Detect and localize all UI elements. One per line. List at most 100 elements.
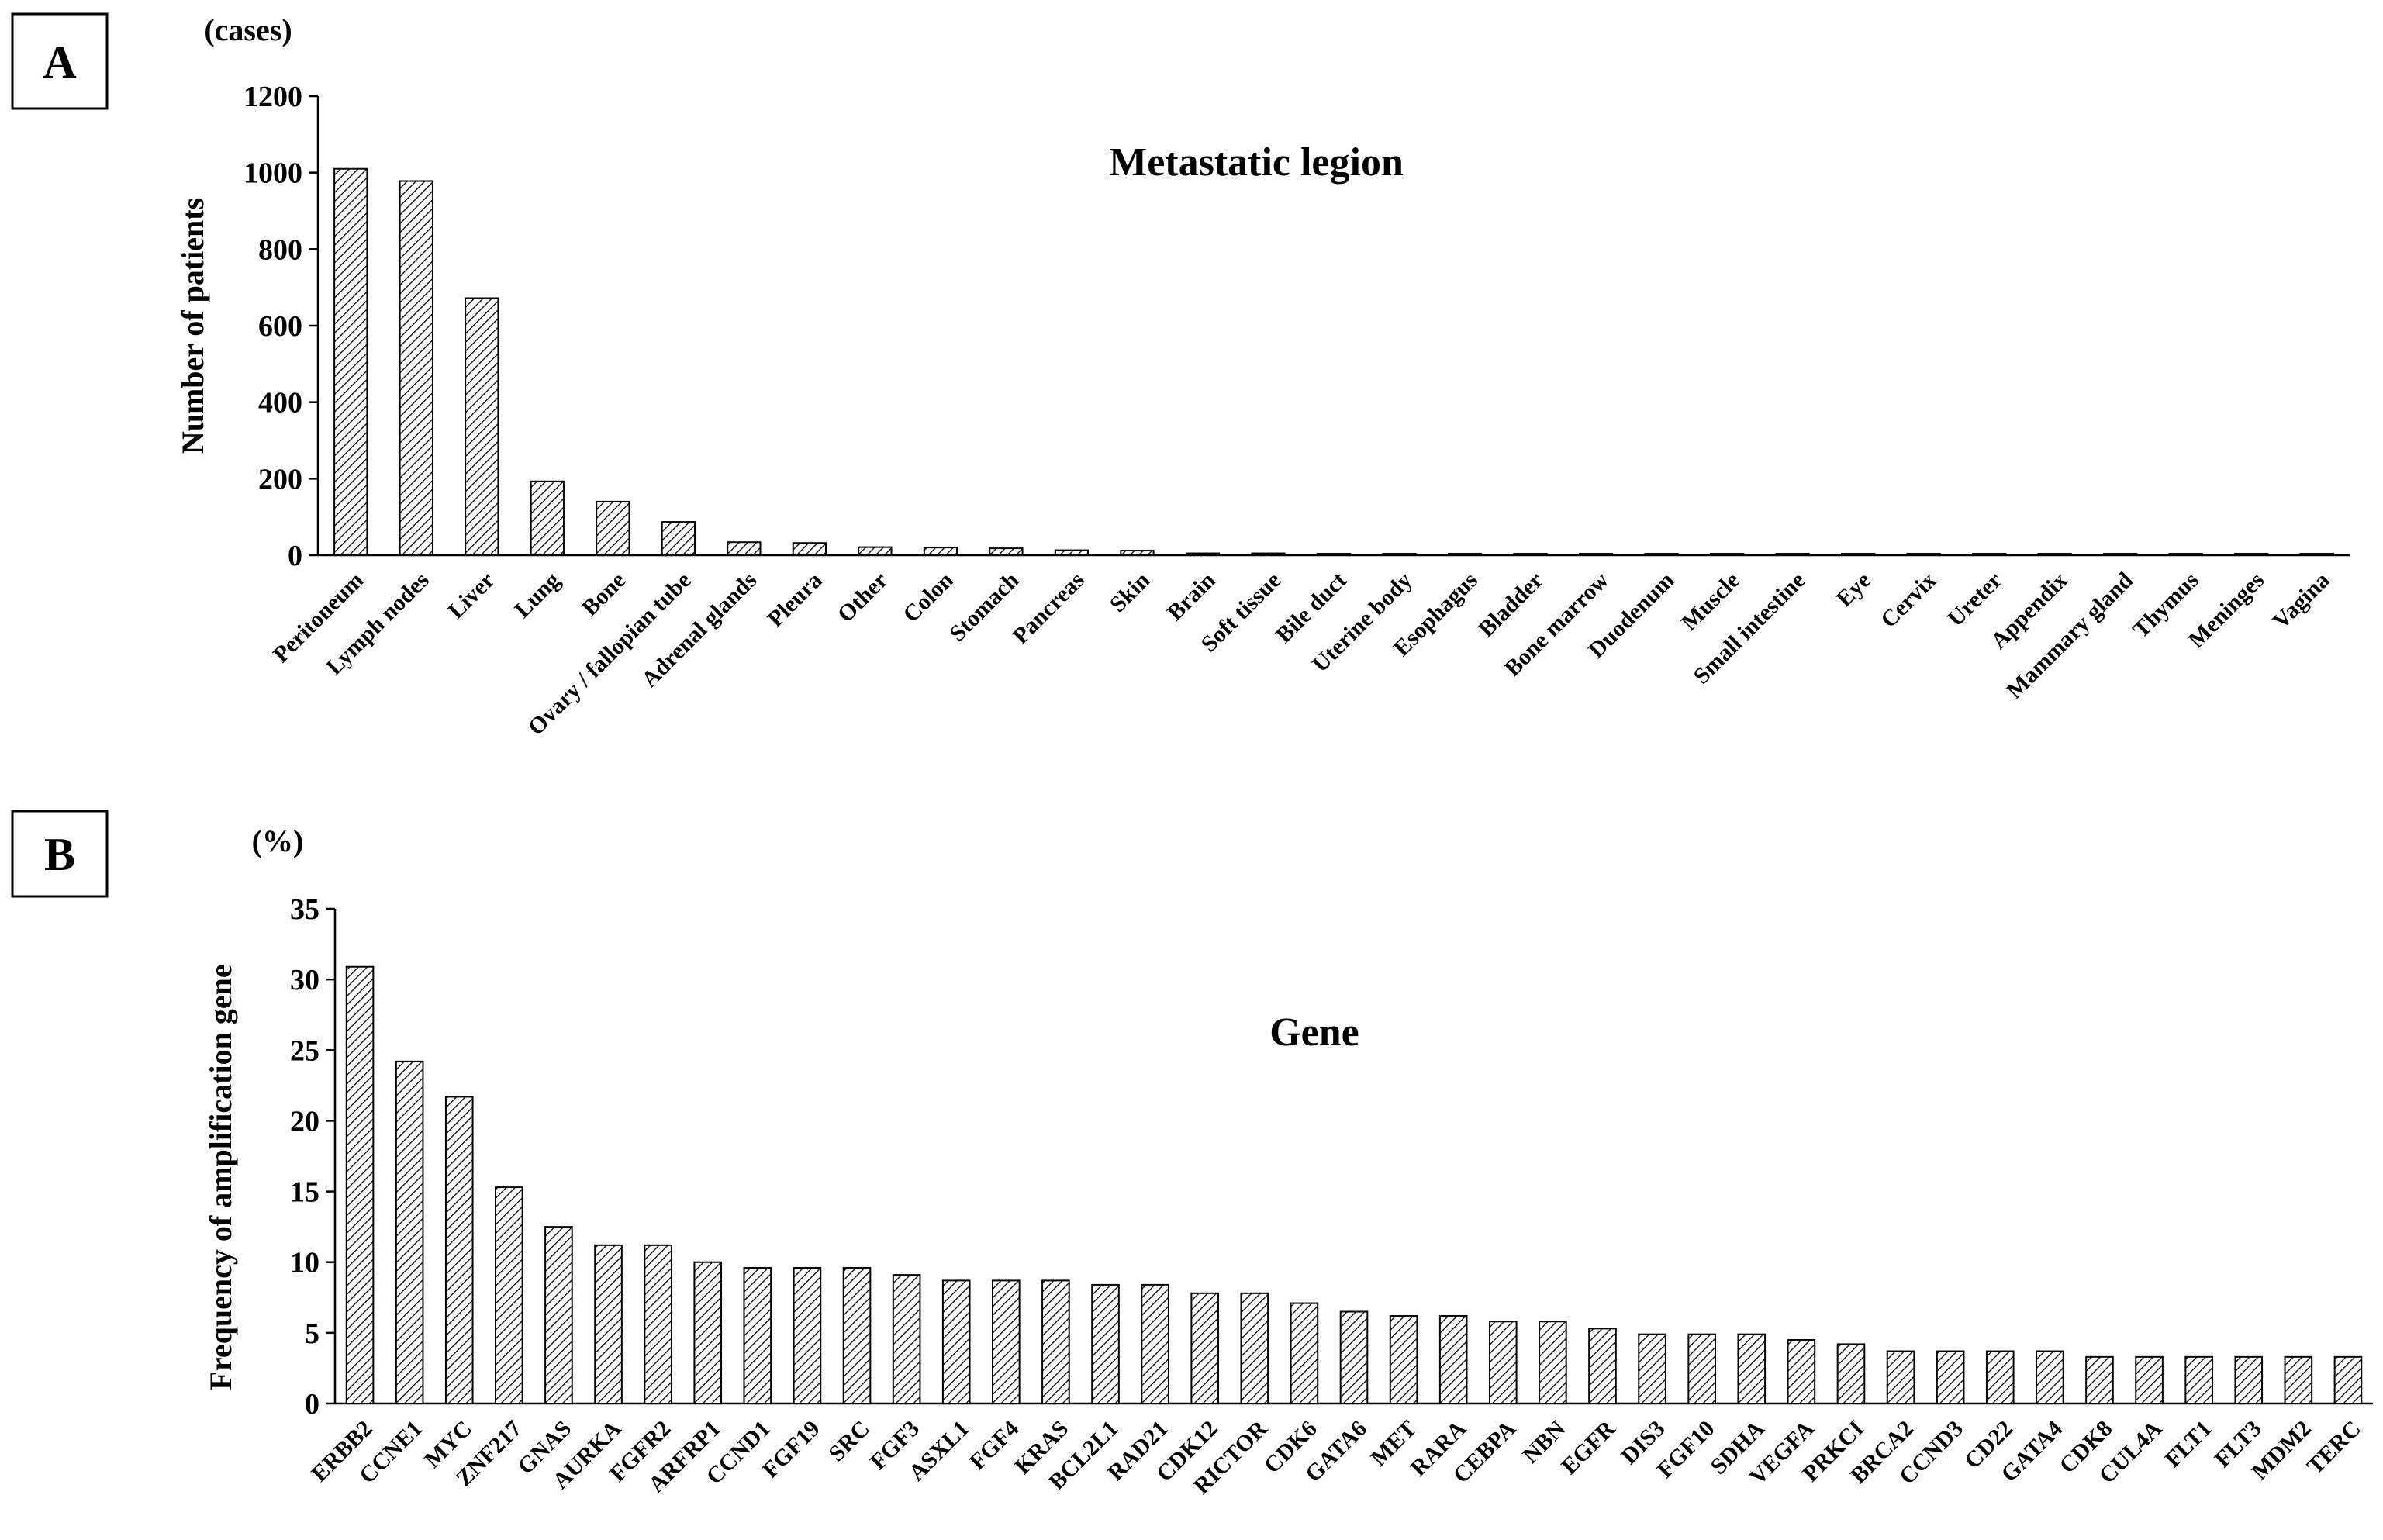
chart-b-bar xyxy=(1787,1338,1816,1405)
chart-b-y-tick-label: 30 xyxy=(290,964,319,996)
chart-b-bar xyxy=(2184,1355,2213,1404)
chart-b-y-tick-label: 10 xyxy=(290,1247,319,1279)
chart-b-bar xyxy=(1389,1314,1418,1405)
chart-a-bar xyxy=(1906,553,1941,557)
chart-a-bar xyxy=(2234,553,2269,557)
chart-a-bar xyxy=(1775,553,1810,557)
chart-a-y-tick-label: 1000 xyxy=(243,157,302,190)
chart-a-category-label: Vagina xyxy=(2267,568,2334,634)
chart-a-bar xyxy=(1251,552,1286,556)
panel-b-label-box xyxy=(11,810,109,898)
chart-b-bar xyxy=(1290,1302,1319,1404)
chart-a-bar xyxy=(989,547,1024,556)
chart-b-bar xyxy=(693,1261,723,1404)
chart-a-category-label: Cervix xyxy=(1876,568,1942,634)
chart-a-bar xyxy=(399,180,433,557)
chart-a-bar xyxy=(1841,553,1876,557)
chart-a-bar xyxy=(1382,553,1417,557)
chart-b-y-tick-label: 25 xyxy=(290,1034,319,1067)
chart-b-y-tick-label: 20 xyxy=(290,1105,319,1138)
chart-b-bar xyxy=(395,1060,424,1404)
chart-a-y-tick-label: 400 xyxy=(258,387,302,420)
chart-b-bar xyxy=(495,1186,523,1405)
panel-a-label-box xyxy=(11,12,109,110)
chart-a-bar xyxy=(1120,550,1155,557)
chart-b-y-tick-label: 5 xyxy=(305,1317,319,1350)
chart-a-bar xyxy=(661,521,696,557)
chart-a-bar xyxy=(1513,553,1548,557)
chart-a-bar xyxy=(596,500,630,557)
chart-a-bar xyxy=(2299,553,2334,557)
chart-a-bar xyxy=(1054,549,1090,557)
chart-b-bar xyxy=(842,1267,872,1405)
chart-a-bar xyxy=(2037,553,2072,557)
chart-b-bar xyxy=(1438,1314,1468,1405)
chart-a-bar xyxy=(333,167,368,556)
chart-a-category-label: Pancreas xyxy=(1007,568,1089,649)
chart-a-bar xyxy=(1447,553,1483,557)
chart-a-bar xyxy=(858,546,893,557)
chart-b-bar xyxy=(544,1226,573,1404)
chart-b-bar xyxy=(2085,1355,2114,1404)
chart-b-bar xyxy=(1588,1328,1617,1404)
chart-b-bar xyxy=(1240,1292,1269,1404)
chart-b-y-tick-label: 15 xyxy=(290,1176,319,1209)
chart-a-bar xyxy=(1644,553,1679,557)
chart-b-bar xyxy=(1687,1333,1716,1405)
chart-a-bar xyxy=(1185,552,1221,556)
chart-a-category-label: Liver xyxy=(443,568,499,624)
chart-b-bar xyxy=(345,965,375,1405)
chart-b-bar xyxy=(2135,1355,2164,1404)
chart-a-bar xyxy=(465,297,499,556)
chart-b-bar xyxy=(2333,1355,2363,1404)
chart-b-bar xyxy=(1041,1279,1070,1404)
chart-a-category-label: Small intestine xyxy=(1688,568,1810,689)
chart-a-category-label: Adrenal glands xyxy=(637,568,762,692)
chart-b-bar xyxy=(1339,1310,1369,1404)
chart-a-category-label: Brain xyxy=(1162,567,1221,625)
chart-a-category-label: Other xyxy=(833,568,893,628)
chart-a-category-label: Skin xyxy=(1105,567,1155,617)
chart-b-bar xyxy=(594,1244,623,1404)
panel-a-label: A xyxy=(43,36,76,88)
chart-b-bar xyxy=(743,1267,772,1405)
chart-b-bar xyxy=(644,1244,672,1404)
chart-a-bar xyxy=(1709,553,1745,557)
chart-a-bar xyxy=(1972,553,2007,557)
panel-a-title: Metastatic legion xyxy=(1109,140,1404,185)
panel-b-label: B xyxy=(44,829,75,880)
chart-a-y-tick-label: 600 xyxy=(258,310,302,343)
chart-b-bar xyxy=(1190,1292,1220,1404)
chart-a-bar xyxy=(1316,553,1352,557)
chart-b-bar xyxy=(2284,1355,2313,1404)
chart-a-y-tick-label: 800 xyxy=(258,233,302,266)
chart-b-category-label: FGF19 xyxy=(758,1416,825,1483)
chart-b-bar xyxy=(1936,1350,1965,1405)
chart-b-bar xyxy=(2234,1355,2264,1404)
chart-b-bar xyxy=(992,1279,1021,1404)
chart-b-bar xyxy=(1141,1283,1169,1404)
chart-b-bar xyxy=(1836,1343,1866,1404)
chart-a-bar xyxy=(792,542,827,556)
chart-b-category-label: TERC xyxy=(2302,1416,2366,1480)
chart-b-bar xyxy=(1091,1283,1120,1404)
chart-a-category-label: Eye xyxy=(1832,568,1877,613)
chart-b-bar xyxy=(1985,1350,2015,1405)
chart-b-bar xyxy=(2036,1350,2064,1405)
chart-a-bar xyxy=(530,480,565,557)
chart-a-bar xyxy=(1578,553,1614,557)
chart-a-bar xyxy=(2103,553,2138,557)
chart-b-bar xyxy=(892,1274,921,1404)
chart-a-category-label: Lung xyxy=(509,568,565,623)
chart-a-y-tick-label: 1200 xyxy=(243,81,302,113)
chart-b-bar xyxy=(1737,1333,1767,1405)
chart-b-bar xyxy=(1488,1321,1518,1405)
chart-b-bar xyxy=(444,1096,474,1404)
chart-b-bar xyxy=(1638,1333,1666,1405)
chart-a-category-label: Colon xyxy=(898,567,958,627)
chart-a-category-label: Bone xyxy=(577,568,630,621)
chart-a-bar xyxy=(923,547,958,557)
chart-a-category-label: Pleura xyxy=(762,568,827,632)
panel-b-unit: (%) xyxy=(252,824,304,858)
